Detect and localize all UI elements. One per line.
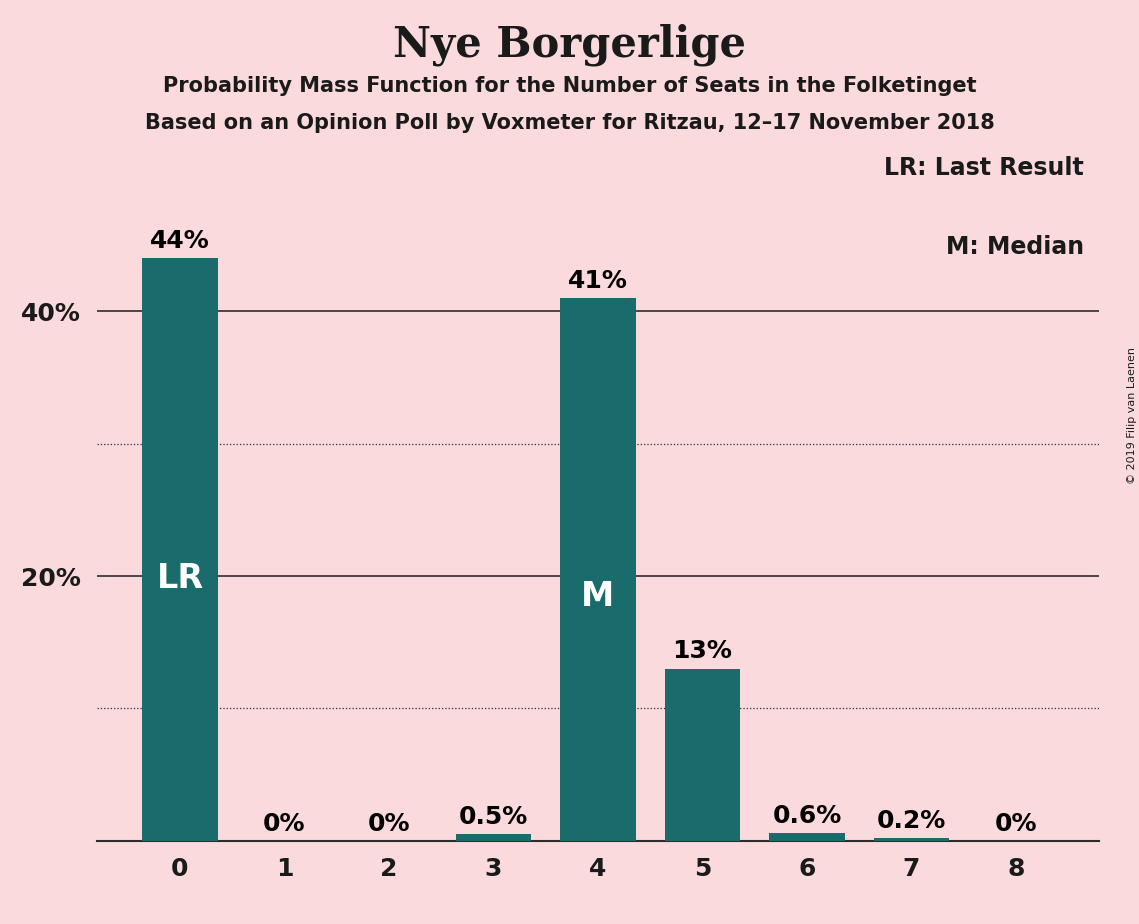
Text: Probability Mass Function for the Number of Seats in the Folketinget: Probability Mass Function for the Number…: [163, 76, 976, 96]
Text: 0.2%: 0.2%: [877, 808, 947, 833]
Text: Nye Borgerlige: Nye Borgerlige: [393, 23, 746, 66]
Text: © 2019 Filip van Laenen: © 2019 Filip van Laenen: [1126, 347, 1137, 484]
Text: 41%: 41%: [568, 269, 628, 293]
Text: 0%: 0%: [994, 811, 1038, 835]
Text: 13%: 13%: [672, 639, 732, 663]
Text: 0.6%: 0.6%: [772, 804, 842, 828]
Text: M: M: [581, 580, 615, 614]
Bar: [456, 834, 531, 841]
Text: 0%: 0%: [263, 811, 305, 835]
Text: 0%: 0%: [368, 811, 410, 835]
Text: M: Median: M: Median: [947, 235, 1084, 259]
Bar: [665, 669, 740, 841]
Text: 44%: 44%: [150, 229, 210, 253]
Text: LR: Last Result: LR: Last Result: [884, 156, 1084, 180]
Bar: [769, 833, 845, 841]
Text: 0.5%: 0.5%: [459, 805, 528, 829]
Text: Based on an Opinion Poll by Voxmeter for Ritzau, 12–17 November 2018: Based on an Opinion Poll by Voxmeter for…: [145, 113, 994, 133]
Bar: [142, 259, 218, 841]
Bar: [560, 298, 636, 841]
Text: LR: LR: [156, 562, 204, 595]
Bar: [874, 838, 949, 841]
